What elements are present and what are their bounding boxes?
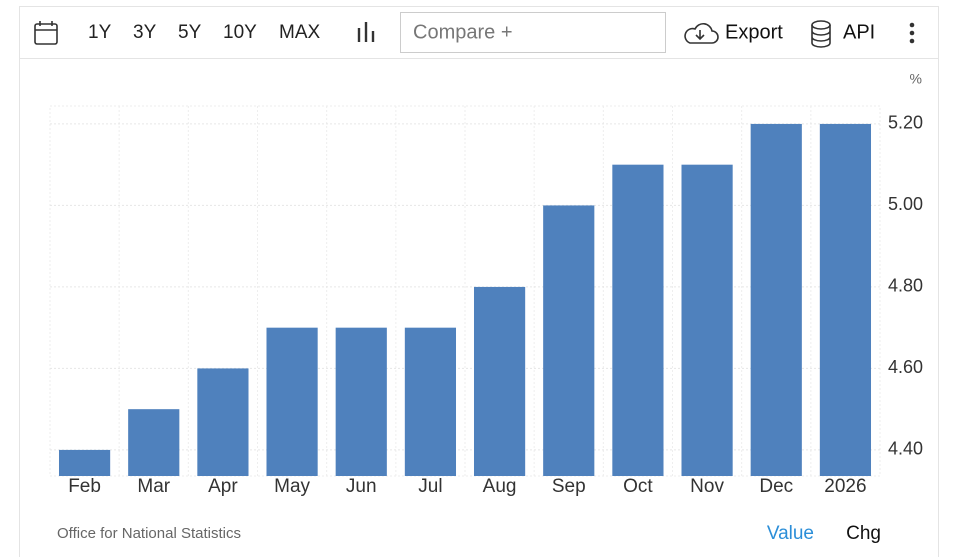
y-tick-label: 5.00 [888,194,923,214]
x-tick-label: Jun [346,476,377,497]
bar [819,123,872,477]
calendar-icon[interactable] [34,21,58,45]
menu-icon[interactable] [909,22,915,44]
compare-input[interactable] [400,12,666,53]
bar [612,164,664,477]
bar [750,123,802,477]
compare-placeholder: Compare + [413,21,513,43]
bar [335,327,387,476]
export-button[interactable]: Export [725,21,783,43]
x-tick-label: Apr [208,476,238,497]
x-tick-label: Sep [552,476,586,497]
bar [543,205,595,476]
x-tick-label: Feb [68,476,101,497]
y-tick-label: 5.20 [888,113,923,133]
y-tick-label: 4.40 [888,439,923,459]
y-tick-label: 4.80 [888,276,923,296]
x-tick-label: Oct [623,476,653,497]
source: Office for National Statistics [57,525,241,542]
x-tick-label: Mar [137,476,170,497]
bar [128,409,180,476]
export-icon[interactable] [684,23,719,44]
api-icon[interactable] [811,20,831,48]
x-tick-label: Aug [483,476,517,497]
range-button[interactable]: 5Y [178,22,202,43]
range-button[interactable]: 3Y [133,22,157,43]
range-button[interactable]: 10Y [223,22,257,43]
range-button[interactable]: MAX [279,22,321,43]
y-tick-label: 4.60 [888,357,923,377]
bar [404,327,457,476]
x-tick-label: Dec [759,476,793,497]
unit-label: % [910,71,922,87]
chart-type-icon[interactable] [357,22,375,42]
bar [681,164,733,477]
x-tick-label: Jul [418,476,442,497]
bar [58,449,111,476]
range-button[interactable]: 1Y [88,22,112,43]
x-tick-label: 2026 [824,476,866,497]
bar [266,327,318,476]
value-tab[interactable]: Value [767,523,814,544]
x-tick-label: May [274,476,310,497]
api-button[interactable]: API [843,21,875,43]
chg-tab[interactable]: Chg [846,523,881,544]
bar [197,368,249,476]
bar [473,286,526,476]
x-tick-label: Nov [690,476,724,497]
